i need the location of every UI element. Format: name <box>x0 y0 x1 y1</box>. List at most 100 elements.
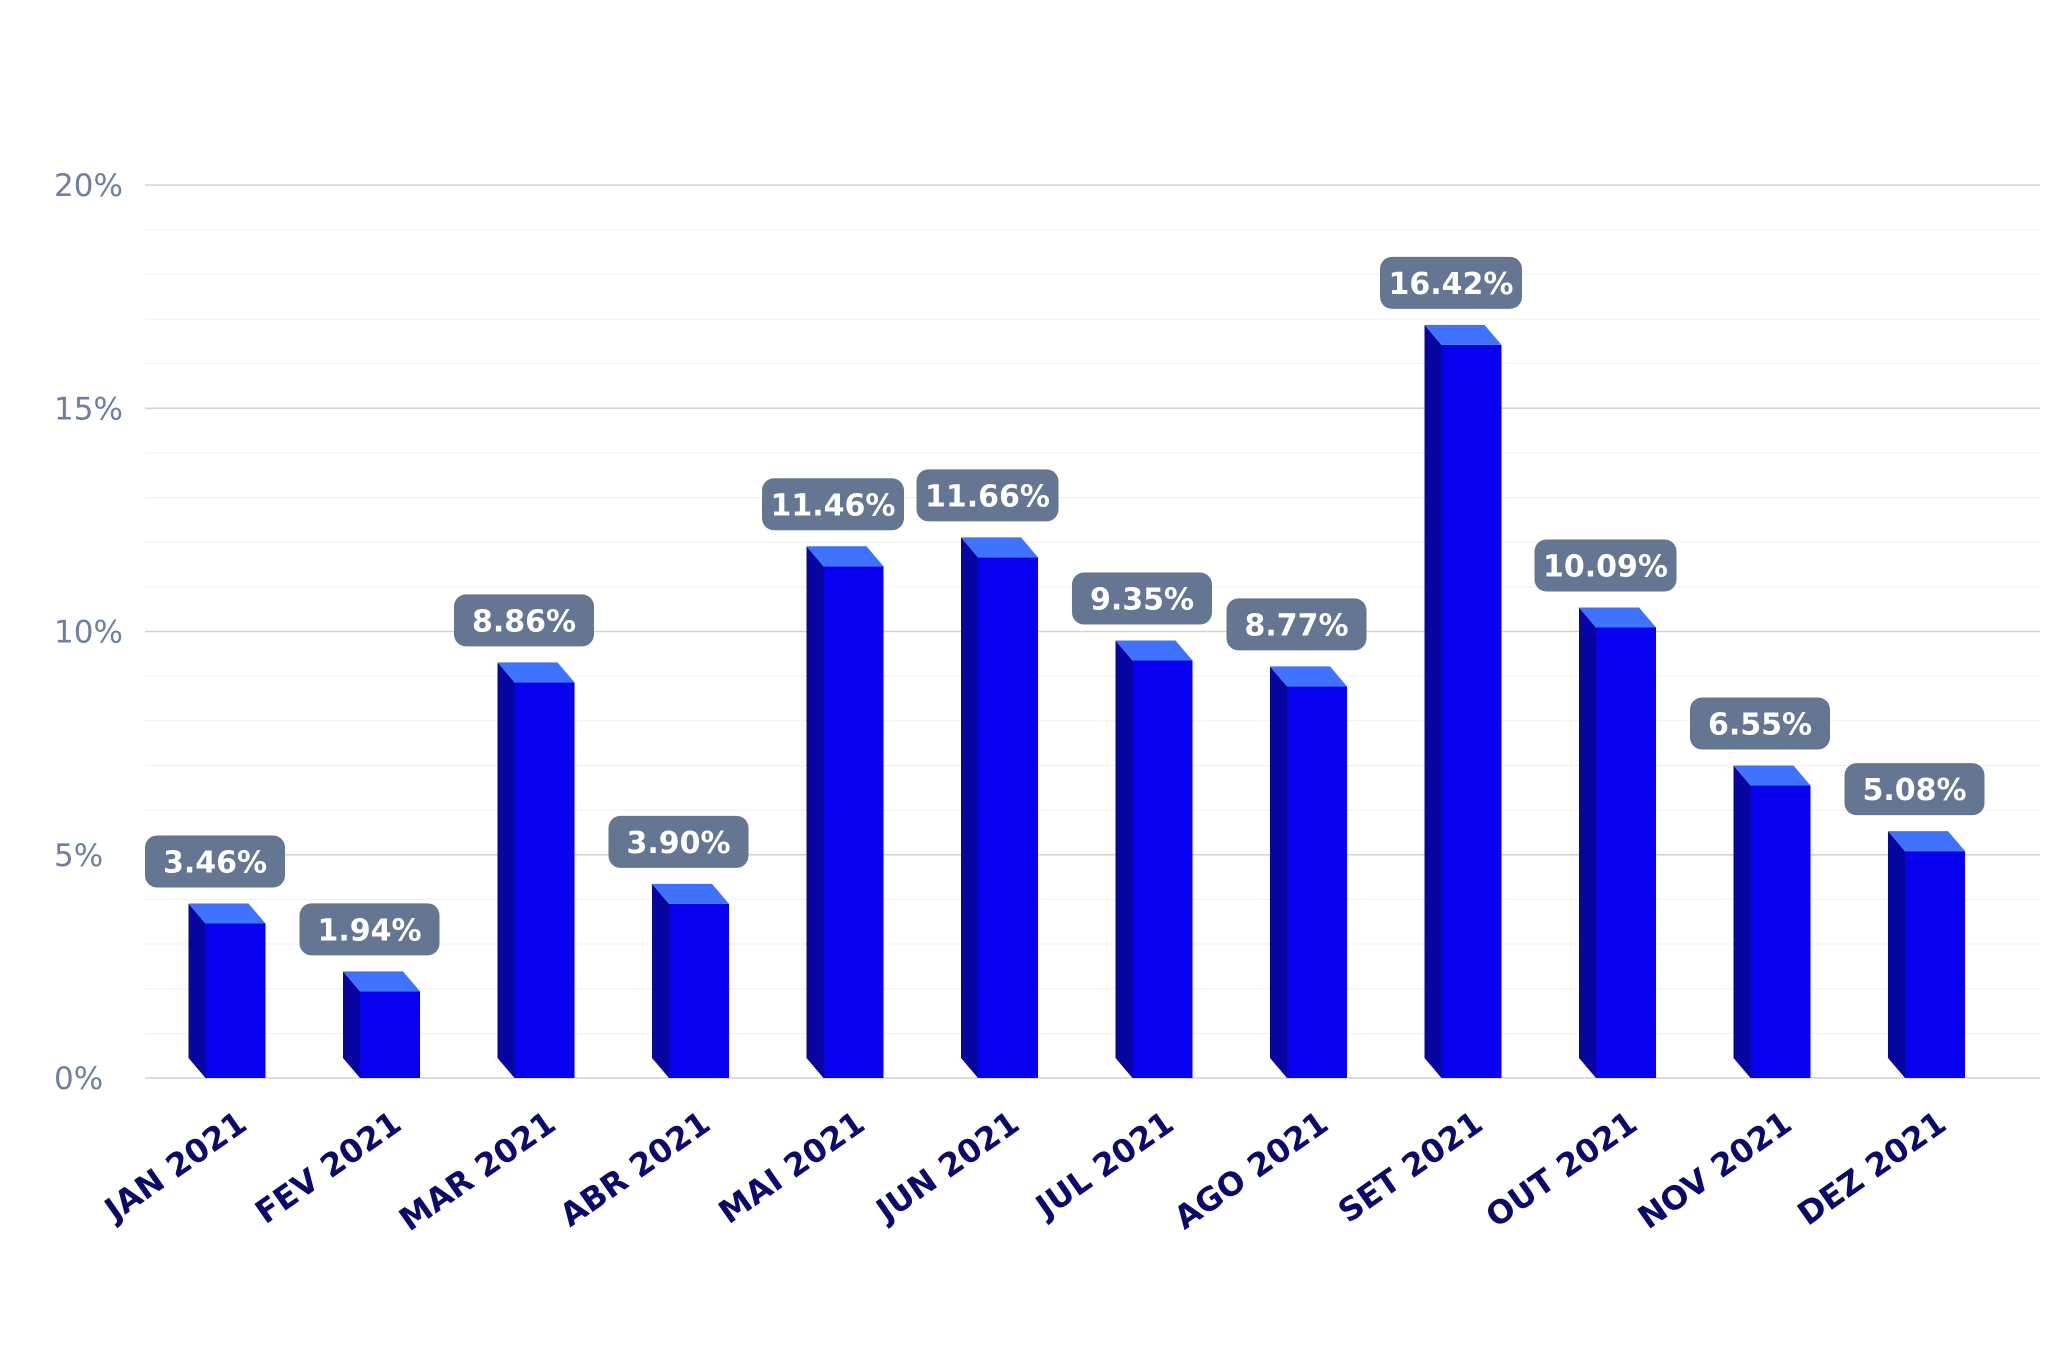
bar-side-face <box>1115 640 1133 1078</box>
y-tick-label: 15% <box>54 391 123 427</box>
bar-front-face <box>823 566 884 1078</box>
data-label-box <box>1226 598 1367 651</box>
bar-top-face <box>961 537 1038 558</box>
bar-front-face <box>1905 851 1965 1078</box>
data-label-text: 3.90% <box>626 826 730 861</box>
bar <box>1115 640 1193 1078</box>
data-label: 5.08% <box>1844 763 1985 816</box>
data-label: 3.46% <box>145 835 285 888</box>
bar-side-face <box>1270 666 1287 1078</box>
data-label-text: 3.46% <box>163 846 267 881</box>
data-label-text: 16.42% <box>1389 267 1514 302</box>
bar-top-face <box>1115 640 1193 661</box>
data-label-box <box>299 903 440 956</box>
x-tick-label: OUT 2021 <box>1479 1103 1644 1235</box>
bar-side-face <box>1424 324 1442 1078</box>
bar-side-face <box>961 537 978 1078</box>
data-label-box <box>145 835 285 888</box>
bar <box>652 883 729 1078</box>
bar-top-face <box>343 971 420 992</box>
data-label-box <box>1072 572 1212 625</box>
data-label-box <box>1380 256 1522 309</box>
data-label-text: 6.55% <box>1708 708 1812 743</box>
data-label-box <box>1844 763 1985 816</box>
x-tick-label: JAN 2021 <box>96 1103 253 1229</box>
data-label: 11.46% <box>762 478 904 531</box>
bar-front-face <box>360 991 420 1078</box>
data-label: 1.94% <box>299 903 440 956</box>
data-label-box <box>454 594 594 647</box>
bar-front-face <box>205 923 266 1078</box>
data-label: 10.09% <box>1534 539 1677 592</box>
data-label: 9.35% <box>1072 572 1212 625</box>
x-tick-label: JUN 2021 <box>868 1103 1026 1230</box>
bar <box>188 903 266 1078</box>
data-label-text: 11.46% <box>771 488 896 523</box>
x-tick-label: DEZ 2021 <box>1791 1103 1954 1233</box>
bar-top-face <box>1733 765 1811 786</box>
data-label: 11.66% <box>916 469 1059 522</box>
bars <box>188 324 1965 1078</box>
bar <box>961 537 1038 1078</box>
bar-top-face <box>188 903 266 924</box>
data-label-box <box>1690 697 1830 750</box>
data-label-box <box>1534 539 1677 592</box>
bar-side-face <box>652 883 669 1078</box>
bar-side-face <box>497 662 515 1078</box>
y-axis: 0% 5% 10% 15% 20% <box>54 168 123 1097</box>
data-label-text: 8.86% <box>472 604 576 639</box>
data-labels: 3.46% 1.94% 8.86% 3.90% 11.46% 11.66% 9.35% 8.7… <box>145 256 1985 956</box>
data-label: 8.86% <box>454 594 594 647</box>
bar-front-face <box>1750 785 1811 1078</box>
x-tick-label: ABR 2021 <box>553 1103 717 1234</box>
bar-side-face <box>188 903 206 1078</box>
bar-top-face <box>1424 324 1502 345</box>
bar-side-face <box>343 971 360 1078</box>
bar-top-face <box>1888 831 1965 852</box>
x-tick-label: NOV 2021 <box>1631 1103 1799 1236</box>
bar <box>1733 765 1811 1078</box>
bar-top-face <box>1270 666 1347 687</box>
bar-front-face <box>1596 627 1656 1078</box>
x-tick-label: AGO 2021 <box>1167 1103 1335 1236</box>
data-label-box <box>916 469 1059 522</box>
bar-front-face <box>669 903 729 1078</box>
bar-top-face <box>652 883 729 904</box>
bar <box>1270 666 1347 1078</box>
y-tick-label: 20% <box>54 168 123 204</box>
data-label-text: 5.08% <box>1862 773 1966 808</box>
bar <box>343 971 420 1078</box>
data-label-text: 10.09% <box>1543 549 1668 584</box>
data-label: 6.55% <box>1690 697 1830 750</box>
data-label-box <box>762 478 904 531</box>
bar-front-face <box>1132 660 1193 1078</box>
x-tick-label: SET 2021 <box>1331 1103 1490 1230</box>
data-label-text: 11.66% <box>925 479 1050 514</box>
x-tick-label: FEV 2021 <box>248 1103 408 1231</box>
bar-top-face <box>497 662 575 683</box>
y-tick-label: 10% <box>54 615 123 651</box>
bar-side-face <box>1579 607 1596 1078</box>
bar-front-face <box>514 682 575 1078</box>
bar <box>1424 324 1502 1078</box>
y-tick-label: 0% <box>54 1061 103 1097</box>
bar <box>806 546 884 1078</box>
bar-side-face <box>806 546 824 1078</box>
bar-side-face <box>1888 831 1905 1078</box>
x-tick-label: JUL 2021 <box>1027 1103 1180 1226</box>
data-label-text: 9.35% <box>1090 583 1194 618</box>
data-label-text: 8.77% <box>1244 608 1348 643</box>
bar-front-face <box>1287 686 1347 1078</box>
x-tick-label: MAI 2021 <box>712 1103 872 1231</box>
y-tick-label: 5% <box>54 838 103 874</box>
x-tick-label: MAR 2021 <box>392 1103 562 1238</box>
data-label: 3.90% <box>608 815 749 868</box>
bar-top-face <box>806 546 884 567</box>
bar <box>497 662 575 1078</box>
bar-side-face <box>1733 765 1751 1078</box>
data-label-text: 1.94% <box>317 913 421 948</box>
data-label: 16.42% <box>1380 256 1522 309</box>
